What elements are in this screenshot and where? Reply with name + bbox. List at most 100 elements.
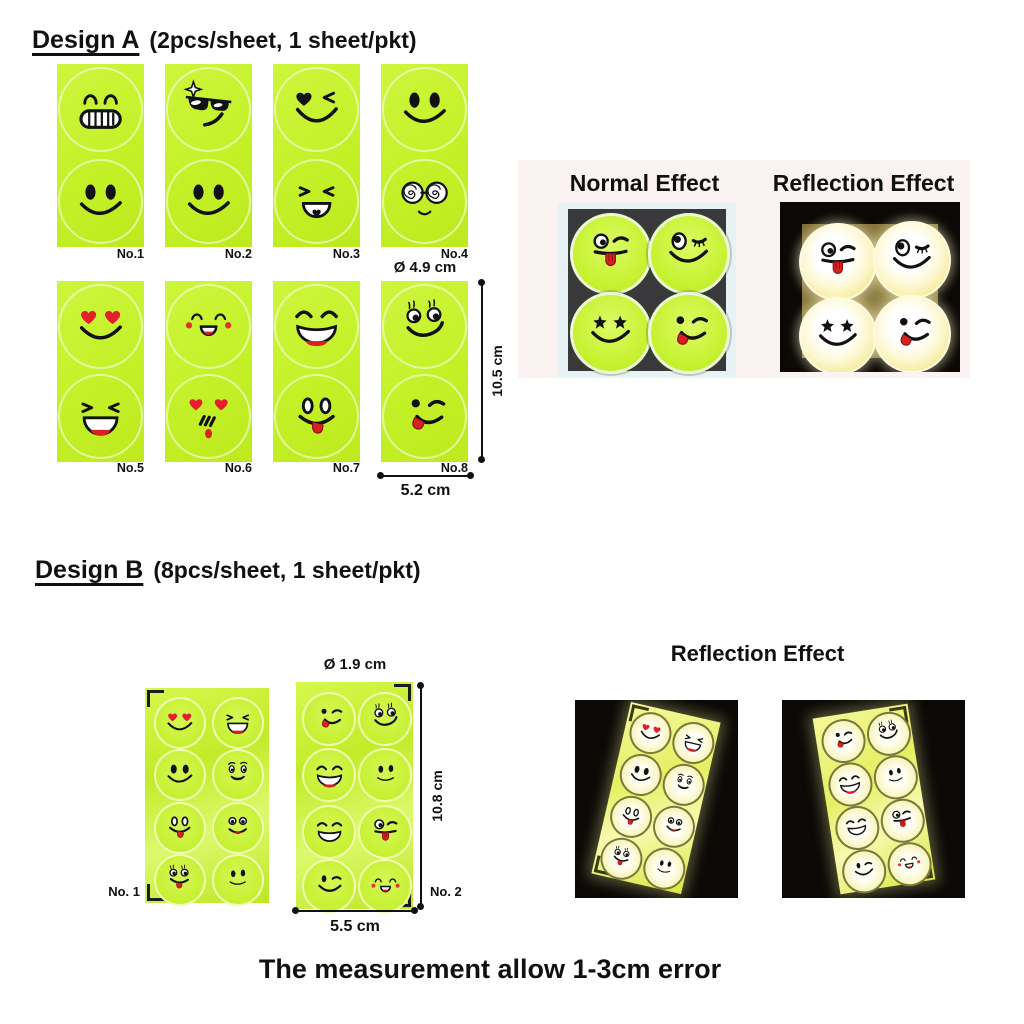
sunglasses-face-icon <box>183 79 232 127</box>
xd-laugh-face-icon <box>226 714 250 735</box>
brow-smile-face-icon <box>228 761 248 781</box>
laugh-closed-face-icon <box>316 821 342 842</box>
wink-smile-face-icon <box>317 874 341 892</box>
reflection-mini-sticker <box>877 795 928 846</box>
sticker-circle <box>154 749 206 801</box>
reflection-mini-sticker <box>870 752 922 803</box>
reflection-mini-sticker <box>605 791 657 843</box>
smile-face-icon <box>167 764 193 783</box>
laugh-open-face-icon <box>295 309 338 346</box>
crop-corner-mark <box>147 884 164 901</box>
design-a-sheet-number: No.7 <box>332 461 360 475</box>
design-b-diameter-label: Ø 1.9 cm <box>323 656 387 673</box>
smile-face-icon <box>187 184 230 215</box>
design-a-height-dimension-line <box>478 279 485 463</box>
blush-happy-face-icon <box>185 313 232 336</box>
normal-effect-sticker <box>570 292 652 374</box>
design-a-name: Design A <box>32 26 140 54</box>
big-eye-smile-face-icon <box>666 817 683 832</box>
reflection-effect-sticker <box>873 221 951 299</box>
heart-wink-face-icon <box>295 91 338 123</box>
design-a-sheet-number: No.3 <box>332 247 360 261</box>
design-a-effects-panel: Normal Effect Reflection Effect <box>518 160 970 378</box>
sticker-circle <box>58 374 143 460</box>
reflection-mini-sticker <box>639 843 690 894</box>
xd-heart-face-icon <box>298 185 335 218</box>
design-a-sheet-number: No.8 <box>440 461 468 475</box>
design-a-sheet-number: No.4 <box>440 247 468 261</box>
design-a-diameter-label: Ø 4.9 cm <box>393 259 457 276</box>
reflection-mini-sticker <box>863 708 915 760</box>
sticker-circle <box>382 158 467 244</box>
heart-eyes-face-icon <box>640 724 661 740</box>
reflection-mini-sticker <box>832 802 883 854</box>
sticker-circle <box>274 283 359 369</box>
lash-smile-face-icon <box>879 719 899 740</box>
design-b-pack-info: (8pcs/sheet, 1 sheet/pkt) <box>153 557 421 583</box>
sticker-circle <box>358 859 412 913</box>
measurement-disclaimer: The measurement allow 1-3cm error <box>258 954 722 984</box>
normal-effect-title: Normal Effect <box>569 170 720 196</box>
wink-tongue-face-icon <box>593 233 630 267</box>
sticker-circle <box>212 749 264 801</box>
normal-effect-photo <box>558 203 736 377</box>
sticker-circle <box>302 805 356 859</box>
brow-smile-face-icon <box>677 773 694 790</box>
design-a-title: Design A (2pcs/sheet, 1 sheet/pkt) <box>32 26 417 55</box>
design-a-sheet-8 <box>381 281 468 462</box>
reflection-mini-sticker <box>596 833 647 884</box>
design-a-sheet-3 <box>273 64 360 247</box>
xd-laugh-face-icon <box>81 402 120 436</box>
reflection-mini-sticker <box>884 839 935 890</box>
design-b-title: Design B (8pcs/sheet, 1 sheet/pkt) <box>35 556 421 585</box>
design-a-sheet-number: No.5 <box>116 461 144 475</box>
lash-smile-face-icon <box>406 298 444 337</box>
star-smile-face-icon <box>591 315 631 344</box>
design-a-sheet-6 <box>165 281 252 462</box>
design-b-width-label: 5.5 cm <box>330 918 380 935</box>
sticker-circle <box>212 854 264 906</box>
tongue-out-face-icon <box>169 816 191 839</box>
sticker-circle <box>166 374 251 460</box>
design-b-height-label: 10.8 cm <box>429 770 445 822</box>
sticker-circle <box>358 748 412 802</box>
design-a-sheet-7 <box>273 281 360 462</box>
reflection-effect-sticker <box>799 223 877 301</box>
sticker-circle <box>358 692 412 746</box>
normal-effect-sticker <box>570 213 652 295</box>
design-a-sheet-5 <box>57 281 144 462</box>
reflection-mini-sticker <box>668 717 719 769</box>
sticker-circle <box>58 283 143 369</box>
tongue-out-face-icon <box>298 397 335 434</box>
normal-effect-sticker <box>648 213 730 295</box>
sticker-circle <box>302 859 356 913</box>
blush-happy-face-icon <box>898 856 921 869</box>
design-a-pack-info: (2pcs/sheet, 1 sheet/pkt) <box>149 27 417 53</box>
wink-lick-face-icon <box>321 708 342 727</box>
star-smile-face-icon <box>819 319 857 346</box>
sticker-circle <box>382 283 467 369</box>
reflection-sheet-b1 <box>591 701 721 895</box>
sticker-circle <box>382 374 467 460</box>
xd-laugh-face-icon <box>684 734 704 752</box>
design-b-name: Design B <box>35 556 144 584</box>
reflection-effect-photo-a <box>780 202 960 372</box>
design-a-sheet-2 <box>165 64 252 247</box>
normal-effect-sticker-sheet <box>568 209 730 374</box>
sticker-circle <box>302 692 356 746</box>
reflection-effect-sticker <box>799 297 877 372</box>
wink-smile-face-icon <box>855 862 874 876</box>
lash-tongue-face-icon <box>169 864 190 889</box>
calm-smile-face-icon <box>229 869 247 886</box>
reflection-effect-title-a: Reflection Effect <box>772 170 955 196</box>
design-b-width-dimension-line <box>292 907 418 914</box>
lash-tongue-face-icon <box>613 846 630 866</box>
design-a-width-dimension-line <box>377 472 474 479</box>
sticker-circle <box>154 854 206 906</box>
sticker-circle <box>358 805 412 859</box>
sticker-circle <box>274 67 359 153</box>
design-b-sheet-1 <box>145 688 269 906</box>
wink-tongue-face-icon <box>821 242 856 275</box>
laugh-open-face-icon <box>839 775 861 795</box>
reflection-mini-sticker <box>615 749 666 801</box>
